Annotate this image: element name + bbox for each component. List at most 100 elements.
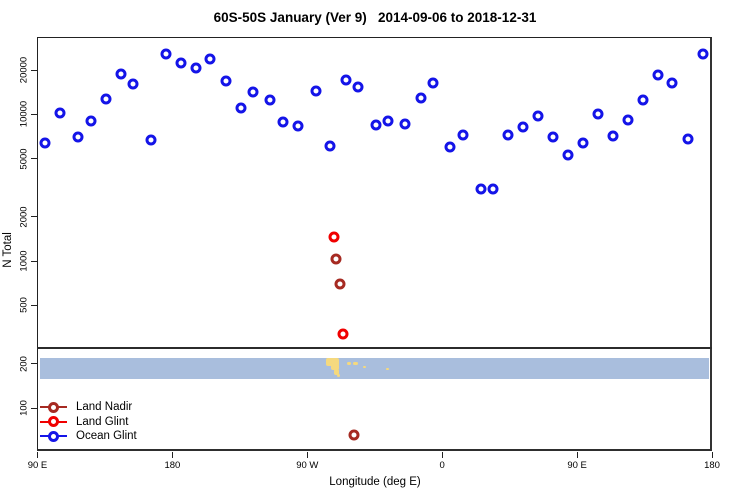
data-point-ocean-glint — [427, 77, 439, 89]
data-point-ocean-glint — [415, 92, 427, 104]
x-axis-title: Longitude (deg E) — [329, 476, 421, 488]
data-point-ocean-glint — [190, 62, 202, 74]
legend-item-land-nadir: Land Nadir — [40, 400, 200, 415]
data-point-ocean-glint — [145, 134, 157, 146]
data-point-ocean-glint — [637, 94, 649, 106]
data-point-ocean-glint — [370, 119, 382, 131]
data-point-ocean-glint — [502, 129, 514, 141]
x-axis-tick-label: 90 E — [27, 460, 48, 471]
data-point-land-nadir — [334, 278, 346, 290]
x-axis-tick — [37, 452, 38, 458]
data-point-ocean-glint — [220, 75, 232, 87]
data-point-ocean-glint — [277, 116, 289, 128]
data-point-ocean-glint — [54, 107, 66, 119]
x-axis-tick — [441, 452, 443, 458]
data-point-ocean-glint — [324, 140, 336, 152]
map-strip-land-patch — [353, 362, 358, 365]
data-point-ocean-glint — [100, 93, 112, 105]
data-point-ocean-glint — [204, 53, 216, 65]
map-strip-land-patch — [363, 366, 366, 368]
data-point-ocean-glint — [475, 183, 487, 195]
map-strip-top-line — [37, 347, 712, 349]
data-point-ocean-glint — [697, 48, 709, 60]
x-axis-tick-label: 90 E — [567, 460, 587, 471]
legend-label: Land Glint — [76, 415, 129, 428]
data-point-ocean-glint — [175, 57, 187, 69]
map-strip-land-patch — [334, 369, 339, 375]
y-axis-title: N Total — [2, 232, 14, 268]
y-axis-tick-label: 100 — [18, 400, 30, 416]
y-axis-tick — [31, 69, 37, 71]
legend-label: Land Nadir — [76, 401, 133, 413]
data-point-ocean-glint — [517, 121, 529, 133]
open-circle-icon — [48, 401, 59, 413]
data-point-ocean-glint — [127, 78, 139, 90]
data-point-ocean-glint — [292, 120, 304, 132]
x-axis-tick-label: 180 — [704, 460, 720, 471]
legend: Land Nadir Land Glint Ocean Glint — [40, 400, 200, 444]
data-point-ocean-glint — [652, 69, 664, 81]
x-axis-tick — [171, 452, 173, 458]
data-point-land-glint — [328, 231, 340, 243]
data-point-land-glint — [337, 328, 349, 340]
data-point-ocean-glint — [264, 94, 276, 106]
x-axis-tick — [711, 452, 713, 458]
y-axis-tick-label: 200 — [18, 355, 30, 372]
legend-label: Ocean Glint — [76, 430, 137, 442]
y-axis-tick-label: 500 — [18, 297, 30, 314]
y-axis-tick-label: 1000 — [18, 250, 30, 272]
y-axis-tick — [31, 216, 37, 218]
data-point-ocean-glint — [457, 129, 469, 141]
data-point-ocean-glint — [340, 74, 352, 86]
map-strip-land-patch — [386, 368, 389, 370]
y-axis-tick — [31, 363, 37, 365]
plot-area — [37, 37, 712, 451]
y-axis-tick-label: 10000 — [18, 101, 30, 128]
data-point-ocean-glint — [39, 137, 51, 149]
data-point-ocean-glint — [622, 114, 634, 126]
data-point-land-nadir — [348, 429, 360, 441]
y-axis-tick-label: 5000 — [18, 147, 30, 170]
y-axis-tick — [31, 113, 37, 115]
data-point-ocean-glint — [247, 86, 259, 98]
data-point-ocean-glint — [532, 110, 544, 122]
data-point-ocean-glint — [72, 131, 84, 143]
data-point-ocean-glint — [352, 81, 364, 93]
map-strip-ocean-band — [40, 358, 709, 379]
map-strip-land-patch — [337, 374, 340, 377]
data-point-ocean-glint — [310, 85, 322, 97]
map-strip-land-patch — [331, 364, 339, 370]
y-axis-tick — [31, 407, 37, 409]
data-point-ocean-glint — [382, 115, 394, 127]
data-point-ocean-glint — [607, 130, 619, 142]
data-point-ocean-glint — [682, 133, 694, 145]
y-axis-tick-label: 20000 — [18, 56, 30, 84]
y-axis-tick — [31, 158, 37, 160]
legend-item-ocean-glint: Ocean Glint — [40, 429, 200, 444]
data-point-ocean-glint — [85, 115, 97, 127]
open-circle-icon — [48, 430, 59, 442]
x-axis-tick-label: 90 W — [296, 460, 319, 471]
x-axis-tick-label: 180 — [164, 460, 181, 471]
data-point-ocean-glint — [160, 48, 172, 60]
x-axis-tick — [576, 452, 578, 458]
y-axis-tick — [31, 304, 37, 306]
map-strip-land-patch — [326, 358, 339, 366]
data-point-ocean-glint — [592, 108, 604, 120]
x-axis-tick-label: 0 — [439, 460, 445, 471]
y-axis-tick — [31, 260, 37, 262]
data-point-ocean-glint — [547, 131, 559, 143]
data-point-ocean-glint — [115, 68, 127, 80]
data-point-ocean-glint — [562, 149, 574, 161]
data-point-ocean-glint — [487, 183, 499, 195]
data-point-ocean-glint — [399, 118, 411, 130]
legend-item-land-glint: Land Glint — [40, 415, 200, 430]
data-point-ocean-glint — [666, 77, 678, 89]
y-axis-tick-label: 2000 — [18, 206, 30, 228]
data-point-ocean-glint — [577, 137, 589, 149]
open-circle-icon — [48, 416, 59, 427]
data-point-land-nadir — [330, 253, 342, 265]
map-strip-land-patch — [347, 362, 351, 365]
x-axis-tick — [306, 452, 308, 458]
